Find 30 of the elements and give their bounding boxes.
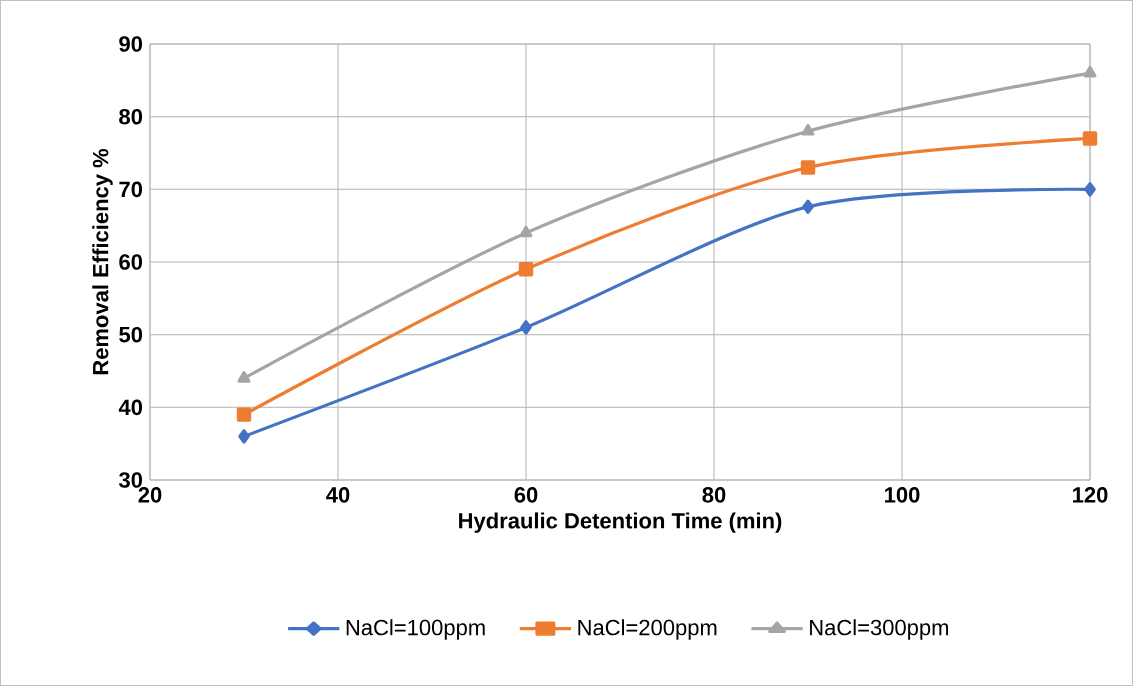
point — [519, 225, 533, 238]
y-tick-label: 50 — [119, 326, 143, 343]
point — [518, 262, 534, 277]
y-axis-title: Removal Efficiency % — [92, 148, 113, 375]
x-tick-label: 100 — [885, 487, 920, 503]
point — [802, 199, 814, 214]
x-tick-label: 20 — [138, 487, 162, 503]
legend-label: NaCl=200ppm — [578, 619, 717, 640]
y-tick-label: 70 — [119, 181, 143, 198]
legend-label: NaCl=100ppm — [346, 619, 485, 640]
x-tick-label: 120 — [1073, 487, 1108, 503]
point — [1084, 182, 1096, 197]
point — [237, 371, 251, 383]
y-tick-label: 40 — [118, 399, 143, 416]
legend-label: NaCl=300ppm — [810, 619, 949, 640]
point — [238, 429, 250, 444]
point — [236, 407, 252, 422]
x-tick-label: 80 — [702, 487, 726, 503]
y-tick-label: 60 — [119, 254, 143, 270]
x-axis-title: Hydraulic Detention Time (min) — [459, 512, 782, 533]
y-tick-label: 90 — [119, 36, 143, 52]
y-tick-label: 30 — [118, 472, 143, 488]
x-tick-label: 60 — [514, 487, 538, 503]
point — [1083, 65, 1097, 78]
point — [800, 160, 816, 175]
y-tick-label: 80 — [119, 108, 143, 125]
point — [520, 320, 532, 335]
x-tick-label: 40 — [326, 487, 350, 503]
point — [1082, 131, 1098, 146]
point — [801, 124, 815, 136]
